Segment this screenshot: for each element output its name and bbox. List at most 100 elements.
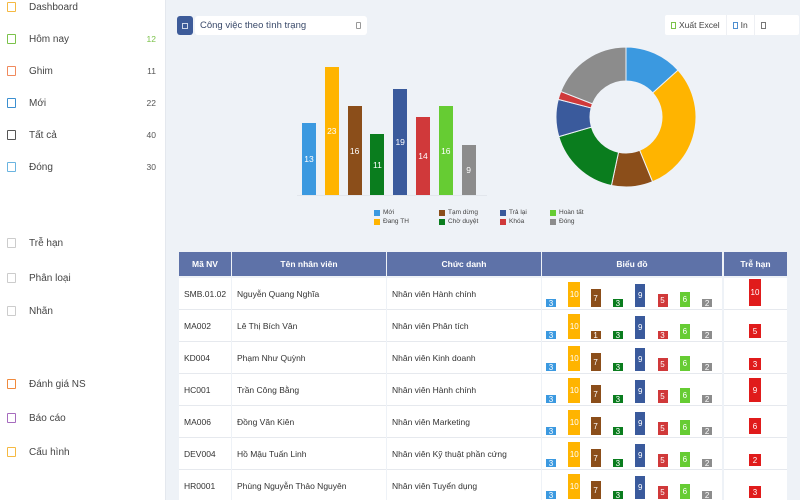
mini-bar[interactable]: 6 — [679, 324, 690, 339]
table-row[interactable]: DEV004 Hồ Mậu Tuấn Linh Nhân viên Kỹ thuật… — [179, 438, 787, 470]
mini-bar[interactable]: 7 — [590, 289, 601, 307]
mini-bar[interactable]: 6 — [679, 484, 690, 499]
mini-bar[interactable]: 9 — [635, 284, 646, 307]
mini-bar[interactable]: 3 — [546, 331, 556, 340]
mini-bar[interactable]: 2 — [702, 395, 713, 404]
table-row[interactable]: HR0001 Phùng Nguyễn Thảo Nguyên Nhân viên … — [179, 470, 787, 500]
mini-bar[interactable]: 7 — [590, 481, 601, 499]
mini-bar[interactable]: 6 — [679, 356, 690, 371]
overdue-badge[interactable]: 3 — [749, 486, 761, 498]
legend-item[interactable]: Khóa — [500, 218, 524, 225]
mini-bar[interactable]: 9 — [635, 476, 646, 499]
sidebar-item-category[interactable]: Phân loại — [0, 268, 166, 288]
sidebar-item-new[interactable]: Mới 22 — [0, 93, 166, 113]
sidebar-item-today[interactable]: Hôm nay 12 — [0, 29, 166, 49]
table-row[interactable]: MA006 Đồng Văn Kiên Nhân viên Marketing 3 10… — [179, 406, 787, 438]
mini-bar[interactable]: 5 — [657, 390, 668, 403]
mini-bar[interactable]: 5 — [657, 294, 668, 307]
mini-bar[interactable]: 9 — [635, 380, 646, 403]
mini-bar[interactable]: 2 — [702, 331, 713, 340]
mini-bar[interactable]: 3 — [612, 459, 623, 468]
bar-1[interactable]: 13 — [302, 123, 316, 195]
mini-bar[interactable]: 2 — [702, 491, 713, 500]
sidebar-item-tag[interactable]: Nhãn — [0, 301, 166, 321]
bar-3[interactable]: 16 — [347, 106, 362, 195]
mini-bar[interactable]: 9 — [635, 444, 646, 467]
mini-bar[interactable]: 10 — [568, 282, 581, 307]
mini-bar[interactable]: 3 — [612, 331, 623, 340]
export-excel-button[interactable]: Xuất Excel — [665, 15, 726, 35]
mini-bar[interactable]: 7 — [590, 353, 601, 371]
mini-bar[interactable]: 10 — [568, 442, 581, 467]
sidebar-item-overdue[interactable]: Trễ hạn — [0, 233, 166, 253]
legend-item[interactable]: Đóng — [550, 218, 575, 225]
bar-7[interactable]: 16 — [438, 106, 453, 195]
overdue-badge[interactable]: 2 — [749, 454, 761, 466]
mini-bar[interactable]: 3 — [612, 363, 623, 372]
column-header[interactable]: Biểu đồ — [542, 252, 722, 276]
mini-bar[interactable]: 10 — [568, 410, 581, 435]
mini-bar[interactable]: 2 — [702, 427, 713, 436]
donut-slice[interactable] — [639, 69, 697, 183]
bar-8[interactable]: 9 — [461, 145, 476, 195]
column-header[interactable]: Tên nhân viên — [232, 252, 386, 276]
overdue-badge[interactable]: 6 — [749, 418, 761, 434]
mini-bar[interactable]: 6 — [679, 420, 690, 435]
mini-bar[interactable]: 3 — [612, 427, 623, 436]
mini-bar[interactable]: 9 — [635, 316, 646, 339]
column-header[interactable]: Chức danh — [387, 252, 541, 276]
sidebar-item-closed[interactable]: Đóng 30 — [0, 157, 166, 177]
mini-bar[interactable]: 3 — [546, 299, 556, 308]
print-button[interactable]: In — [725, 15, 754, 35]
donut-slice[interactable] — [560, 46, 627, 105]
mini-bar[interactable]: 10 — [568, 346, 581, 371]
filter-button[interactable] — [177, 16, 193, 35]
mini-bar[interactable]: 10 — [568, 378, 581, 403]
mini-bar[interactable]: 2 — [702, 299, 713, 308]
mini-bar[interactable]: 10 — [568, 314, 581, 339]
mini-bar[interactable]: 5 — [657, 486, 668, 499]
mini-bar[interactable]: 3 — [546, 459, 556, 468]
status-filter-select[interactable]: Công việc theo tình trạng — [195, 16, 367, 35]
legend-item[interactable]: Hoàn tất — [550, 209, 584, 216]
sidebar-item-report[interactable]: Báo cáo — [0, 408, 166, 428]
legend-item[interactable]: Mới — [374, 209, 394, 216]
mini-bar[interactable]: 5 — [657, 422, 668, 435]
mini-bar[interactable]: 7 — [590, 417, 601, 435]
table-row[interactable]: HC001 Trần Công Bằng Nhân viên Hành chính 3… — [179, 374, 787, 406]
overdue-badge[interactable]: 5 — [749, 324, 761, 338]
mini-bar[interactable]: 9 — [635, 348, 646, 371]
sidebar-item-dashboard[interactable]: Dashboard — [0, 0, 166, 17]
mini-bar[interactable]: 1 — [590, 331, 601, 340]
sidebar-item-evaluation[interactable]: Đánh giá NS — [0, 374, 166, 394]
mini-bar[interactable]: 3 — [546, 427, 556, 436]
column-header[interactable]: Mã NV — [179, 252, 231, 276]
mini-bar[interactable]: 3 — [657, 331, 668, 340]
mini-bar[interactable]: 3 — [546, 395, 556, 404]
table-row[interactable]: KD004 Phạm Như Quỳnh Nhân viên Kinh doanh 3… — [179, 342, 787, 374]
mini-bar[interactable]: 9 — [635, 412, 646, 435]
mini-bar[interactable]: 2 — [702, 363, 713, 372]
overdue-badge[interactable]: 10 — [749, 279, 761, 306]
mini-bar[interactable]: 5 — [657, 454, 668, 467]
table-row[interactable]: SMB.01.02 Nguyễn Quang Nghĩa Nhân viên Hàn… — [179, 278, 787, 310]
legend-item[interactable]: Đang TH — [374, 218, 409, 225]
mini-bar[interactable]: 10 — [568, 474, 581, 499]
mini-bar[interactable]: 7 — [590, 449, 601, 467]
mini-bar[interactable]: 5 — [657, 358, 668, 371]
sidebar-item-pin[interactable]: Ghim 11 — [0, 61, 166, 81]
mini-bar[interactable]: 3 — [546, 491, 556, 500]
donut-slice[interactable] — [558, 126, 620, 187]
bar-5[interactable]: 19 — [393, 89, 408, 195]
legend-item[interactable]: Tạm dừng — [439, 209, 478, 216]
legend-item[interactable]: Chờ duyệt — [439, 218, 478, 225]
table-row[interactable]: MA002 Lê Thị Bích Vân Nhân viên Phân tích 3… — [179, 310, 787, 342]
bar-4[interactable]: 11 — [370, 134, 385, 195]
sidebar-item-settings[interactable]: Cấu hình — [0, 442, 166, 462]
mini-bar[interactable]: 3 — [546, 363, 556, 372]
mini-bar[interactable]: 6 — [679, 388, 690, 403]
more-options-button[interactable] — [753, 15, 772, 35]
overdue-badge[interactable]: 3 — [749, 358, 761, 370]
mini-bar[interactable]: 6 — [679, 452, 690, 467]
mini-bar[interactable]: 3 — [612, 491, 623, 500]
